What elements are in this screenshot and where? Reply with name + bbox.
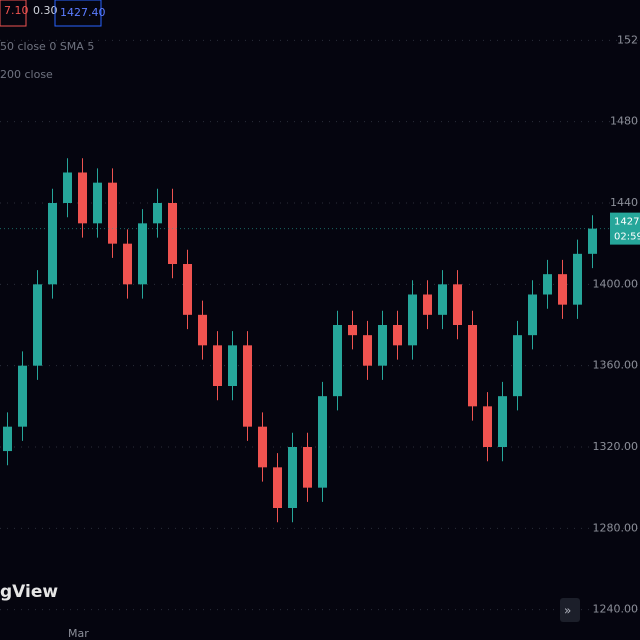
countdown: 02:59 [614, 232, 640, 243]
candle-body [93, 182, 102, 224]
scroll-button[interactable] [560, 598, 580, 622]
candle-body [378, 325, 387, 366]
candle-body [513, 335, 522, 397]
candle-body [258, 426, 267, 468]
candle-body [213, 345, 222, 386]
change: 7.10 [4, 4, 29, 17]
x-tick-label: Mar [68, 627, 89, 640]
candle-body [453, 284, 462, 325]
y-tick-label: 152 [617, 33, 638, 46]
candle-body [393, 325, 402, 346]
candle-body [423, 294, 432, 315]
scroll-icon[interactable]: » [564, 604, 571, 618]
candle-body [18, 365, 27, 427]
candle-body [558, 274, 567, 305]
candle-body [288, 447, 297, 508]
candle-body [48, 203, 57, 285]
candle-body [198, 314, 207, 346]
plot-area [0, 39, 640, 611]
candle-body [78, 172, 87, 224]
candle-body [468, 325, 477, 407]
candle-body [138, 223, 147, 285]
ask[interactable]: 1427.40 [60, 6, 106, 19]
candle-body [228, 345, 237, 386]
price-label: 1427.4 [614, 217, 640, 228]
change-box [0, 0, 27, 27]
candle-body [363, 335, 372, 366]
candle-body [318, 396, 327, 488]
y-tick-label: 1240.00 [593, 603, 639, 616]
spread: 0.30 [33, 4, 58, 17]
candle-body [408, 294, 417, 346]
candle-body [528, 294, 537, 336]
indicator-2[interactable]: 200 close [0, 68, 53, 81]
candle-body [573, 253, 582, 305]
candle-body [33, 284, 42, 366]
y-tick-label: 1360.00 [593, 359, 639, 372]
candle-body [543, 274, 552, 295]
candle-body [498, 396, 507, 447]
y-tick-label: 1280.00 [593, 521, 639, 534]
ask-box[interactable] [54, 0, 102, 27]
candle-body [3, 426, 12, 452]
candle-body [108, 182, 117, 244]
candle-body [63, 172, 72, 203]
candle-body [348, 325, 357, 336]
y-tick-label: 1320.00 [593, 440, 639, 453]
candle-body [303, 447, 312, 488]
y-tick-label: 1480 [610, 115, 638, 128]
logo: gView [0, 582, 58, 602]
candle-body [588, 228, 597, 254]
candle-body [153, 203, 162, 224]
candle-body [273, 467, 282, 508]
candle-body [168, 203, 177, 264]
candle-body [183, 264, 192, 315]
candle-body [333, 325, 342, 397]
candle-body [123, 243, 132, 285]
candle-body [243, 345, 252, 427]
y-tick-label: 1400.00 [593, 277, 639, 290]
indicator-1[interactable]: 50 close 0 SMA 5 [0, 40, 94, 53]
candle-body [483, 406, 492, 447]
price-label-box [610, 212, 640, 245]
y-tick-label: 1440 [610, 196, 638, 209]
candle-body [438, 284, 447, 315]
